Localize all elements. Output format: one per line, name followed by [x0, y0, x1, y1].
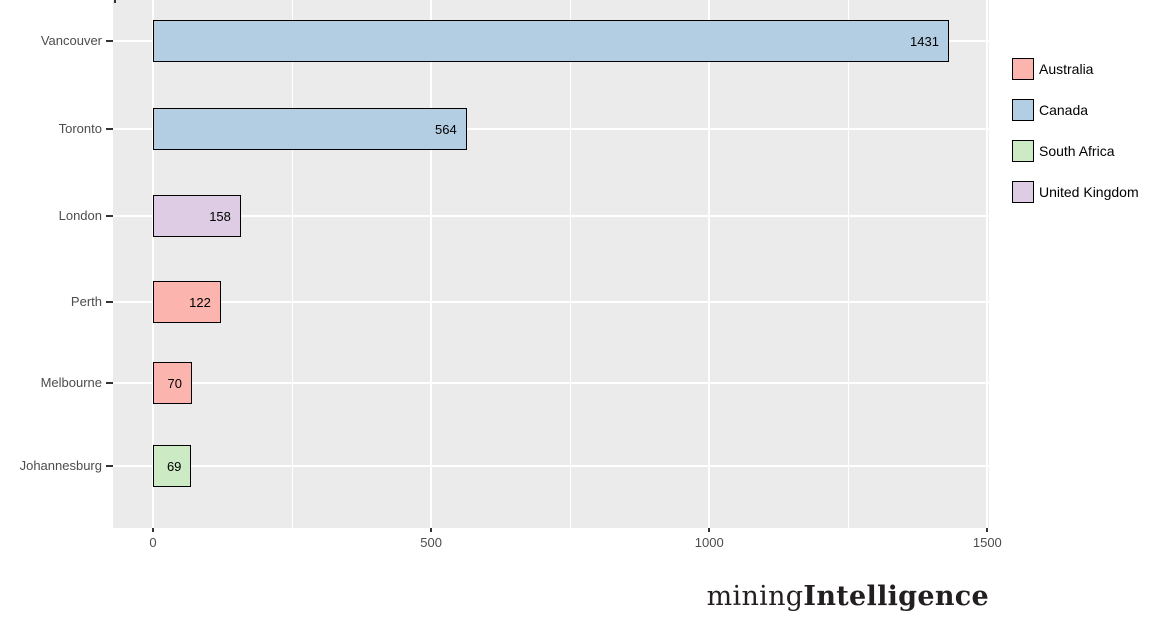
- x-axis-tick: [430, 528, 433, 532]
- major-gridline-x-1000: [708, 0, 711, 528]
- bar-value-label: 1431: [910, 33, 939, 49]
- bar-value-label: 122: [189, 294, 211, 310]
- legend-item-south-africa: South Africa: [1012, 140, 1139, 162]
- logo-text-bold: Intelligence: [803, 581, 989, 612]
- x-axis-label-1000: 1000: [694, 535, 724, 550]
- bar-toronto: 564: [153, 108, 467, 150]
- major-gridline-x-1500: [986, 0, 989, 528]
- y-axis-tick: [106, 465, 113, 467]
- bar-melbourne: 70: [153, 362, 192, 404]
- y-axis-tick: [106, 128, 113, 130]
- y-axis-tick: [106, 382, 113, 384]
- bar-london: 158: [153, 195, 241, 237]
- major-gridline-x-0: [152, 0, 155, 528]
- minor-gridline-x-1250: [847, 0, 849, 528]
- major-gridline-y-melbourne: [113, 382, 989, 384]
- y-axis-label-melbourne: Melbourne: [40, 375, 102, 390]
- bar-value-label: 70: [167, 375, 182, 391]
- legend-label: South Africa: [1039, 143, 1115, 159]
- y-axis-label-vancouver: Vancouver: [40, 33, 102, 48]
- x-axis-tick: [152, 528, 155, 532]
- legend: Australia Canada South Africa United Kingdo…: [1012, 58, 1139, 203]
- bar-value-label: 564: [435, 121, 457, 137]
- cropped-axis-tick-artifact: [114, 0, 116, 3]
- legend-swatch-united-kingdom: [1012, 181, 1034, 203]
- legend-item-united-kingdom: United Kingdom: [1012, 181, 1139, 203]
- major-gridline-y-toronto: [113, 128, 989, 130]
- major-gridline-y-johannesburg: [113, 465, 989, 467]
- x-axis-label-1500: 1500: [972, 535, 1002, 550]
- legend-label: Canada: [1039, 102, 1089, 118]
- legend-item-australia: Australia: [1012, 58, 1139, 80]
- major-gridline-y-perth: [113, 301, 989, 303]
- legend-swatch-south-africa: [1012, 140, 1034, 162]
- x-axis-label-0: 0: [149, 535, 157, 550]
- bar-perth: 122: [153, 281, 221, 323]
- bar-value-label: 158: [209, 208, 231, 224]
- legend-label: Australia: [1039, 61, 1094, 77]
- bar-vancouver: 1431: [153, 20, 949, 62]
- plot-panel: 1431 564 158 122 70 69: [113, 0, 989, 528]
- x-axis-tick: [986, 528, 989, 532]
- y-axis-label-london: London: [58, 208, 102, 223]
- y-axis-label-perth: Perth: [70, 294, 102, 309]
- legend-item-canada: Canada: [1012, 99, 1139, 121]
- bar-value-label: 69: [166, 458, 182, 474]
- legend-swatch-australia: [1012, 58, 1034, 80]
- minor-gridline-x-750: [569, 0, 571, 528]
- x-axis-label-500: 500: [420, 535, 442, 550]
- major-gridline-x-500: [430, 0, 433, 528]
- y-axis-label-toronto: Toronto: [58, 121, 102, 136]
- minor-gridline-x-250: [291, 0, 293, 528]
- brand-logo: miningIntelligence: [707, 581, 989, 612]
- y-axis-label-johannesburg: Johannesburg: [19, 458, 102, 473]
- x-axis-tick: [708, 528, 711, 532]
- major-gridline-y-london: [113, 215, 989, 217]
- bar-johannesburg: 69: [153, 445, 192, 487]
- y-axis-tick: [106, 40, 113, 42]
- legend-label: United Kingdom: [1039, 184, 1139, 200]
- logo-text-regular: mining: [706, 581, 804, 612]
- y-axis-tick: [106, 215, 113, 217]
- y-axis-tick: [106, 301, 113, 303]
- legend-swatch-canada: [1012, 99, 1034, 121]
